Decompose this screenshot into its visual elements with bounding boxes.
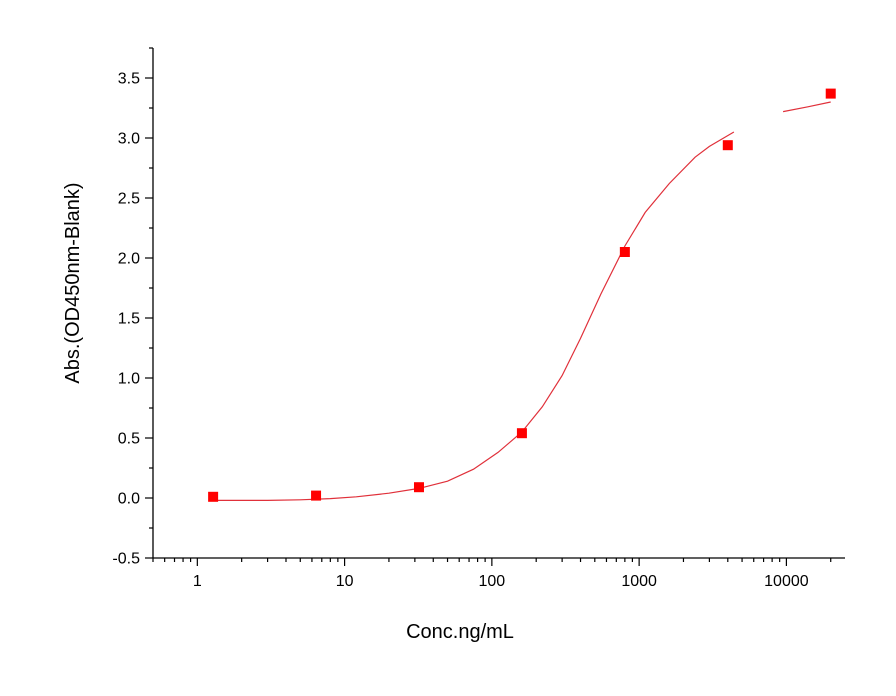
y-tick-label: 3.5 [118,71,140,88]
x-tick-label: 10 [336,573,354,590]
fit-curves [213,101,831,501]
y-tick-label: 3.0 [118,131,140,148]
y-axis-label: Abs.(OD450nm-Blank) [62,182,84,383]
fit-curve-segment [782,101,831,113]
data-point [208,491,219,502]
x-axis-label: Conc.ng/mL [406,621,514,643]
fit-curve-segment [213,131,735,501]
x-tick-label: 1 [193,573,202,590]
data-point [413,482,424,493]
x-axis-ticks: 1 10 100 1000 10000 [152,558,832,590]
y-tick-label: 1.5 [118,311,140,328]
data-point [516,428,527,439]
x-tick-label: 1000 [621,573,657,590]
data-point [722,140,733,151]
y-tick-label: 2.5 [118,191,140,208]
axes [152,48,845,559]
data-points [208,88,836,502]
data-point [619,247,630,257]
y-tick-label: 1.0 [118,371,140,388]
y-tick-label: 0.5 [118,431,140,448]
x-tick-label: 10000 [764,573,809,590]
data-point [311,490,322,501]
y-tick-label: 2.0 [118,251,140,268]
x-tick-label: 100 [479,573,506,590]
data-point [825,88,836,99]
y-tick-label: 0.0 [118,491,140,508]
y-axis-ticks: -0.5 0.0 0.5 1.0 1.5 2.0 2.5 3.0 3.5 [112,47,153,568]
y-tick-label: -0.5 [112,551,140,568]
